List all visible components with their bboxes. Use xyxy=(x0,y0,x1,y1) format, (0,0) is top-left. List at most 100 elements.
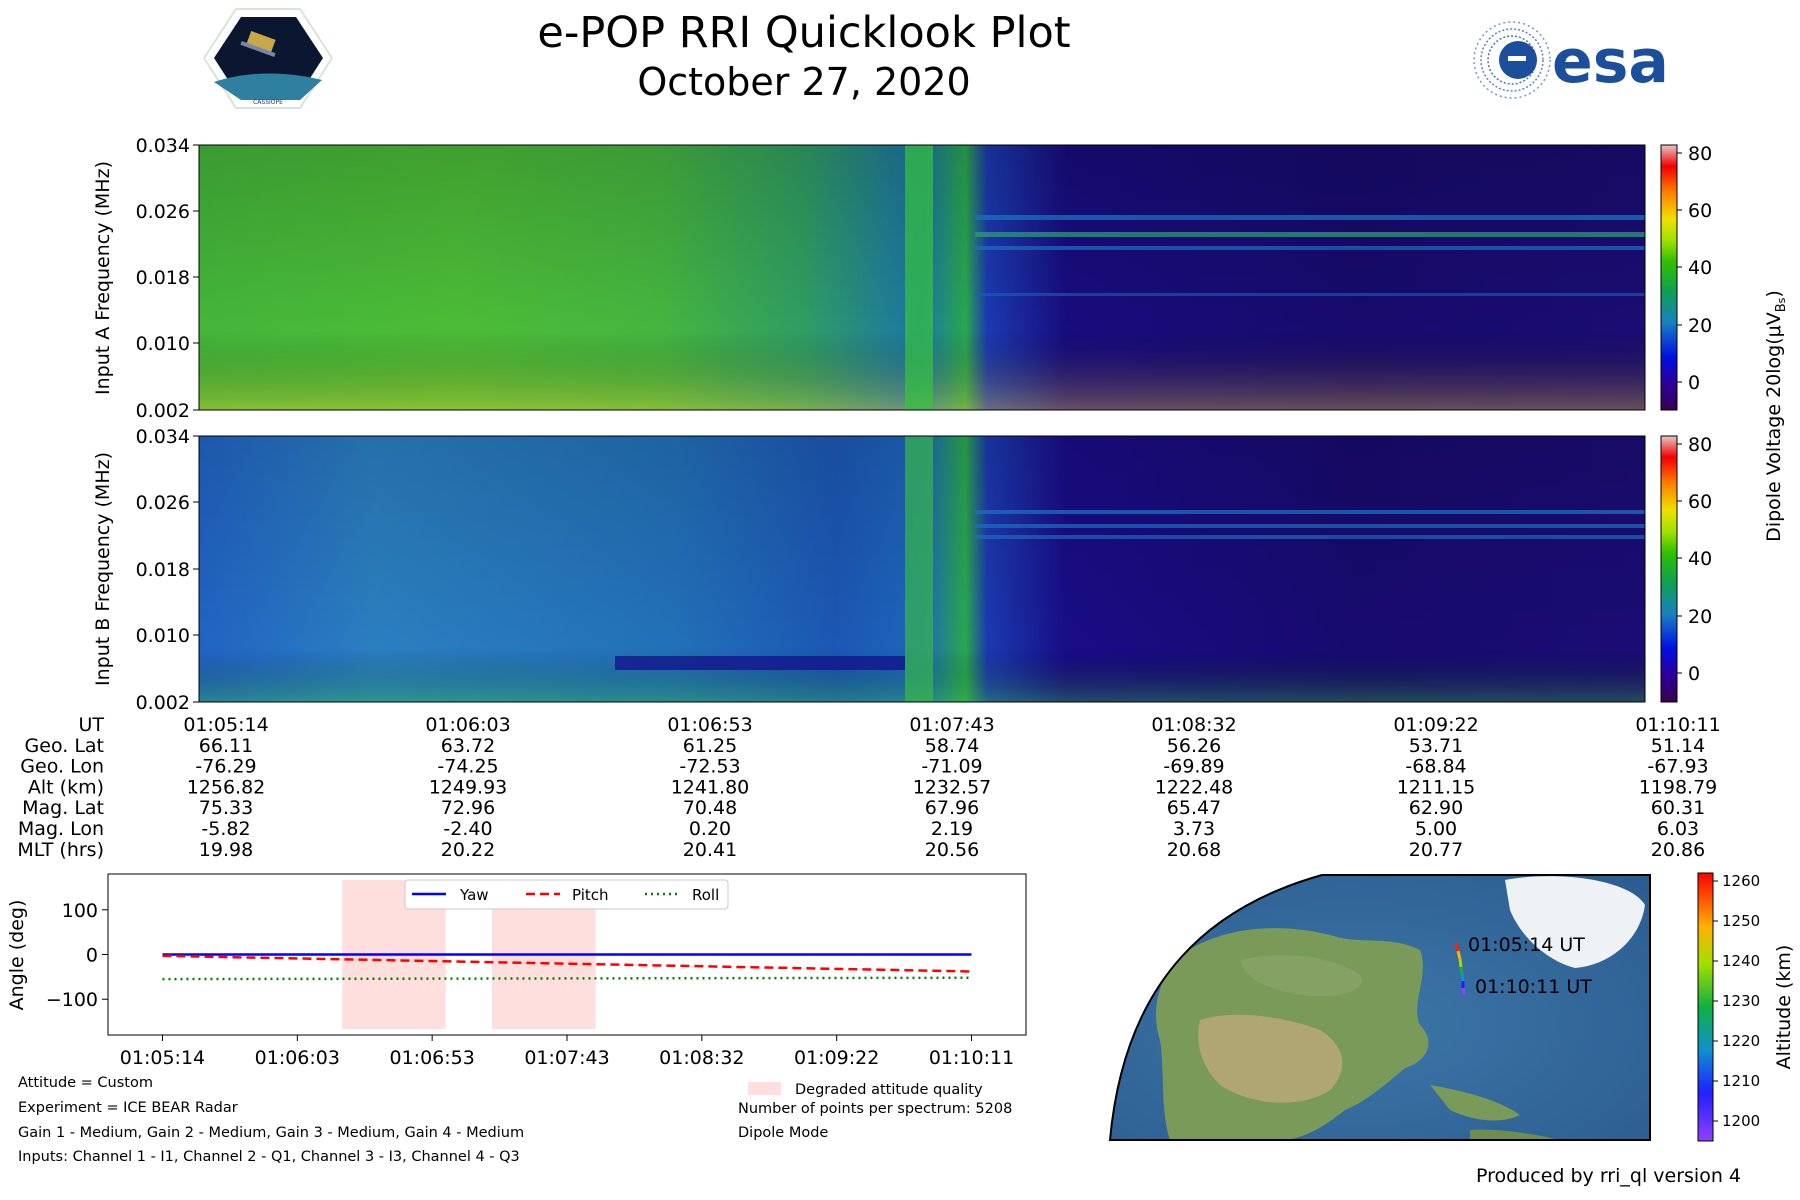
colorbar-b xyxy=(1661,436,1677,702)
attitude-ytick-label: 0 xyxy=(86,945,98,967)
ephemeris-cell: 61.25 xyxy=(683,735,737,757)
ephemeris-cell: 20.22 xyxy=(441,839,495,861)
colorbar-spectrogram-label: Dipole Voltage 20log(μVBs) xyxy=(1763,290,1789,542)
ephemeris-cell: -69.89 xyxy=(1163,756,1224,778)
ephemeris-cell: 66.11 xyxy=(199,735,253,757)
track-segment xyxy=(1460,959,1461,967)
spectrogram-b xyxy=(199,436,1645,702)
spectrogram-a-line xyxy=(975,215,1645,220)
ephemeris-cell: 60.31 xyxy=(1651,797,1705,819)
degraded-legend-label: Degraded attitude quality xyxy=(795,1082,983,1098)
ephemeris-cell: 01:05:14 xyxy=(183,714,268,736)
ytick-b: 0.034 xyxy=(136,426,190,448)
ephemeris-cell: 72.96 xyxy=(441,797,495,819)
ylabel-a: Input A Frequency (MHz) xyxy=(92,161,114,395)
ytick-a: 0.010 xyxy=(136,333,190,355)
colorbar-tick: 40 xyxy=(1688,548,1712,570)
colorbar-tick: 60 xyxy=(1688,491,1712,513)
altitude-tick-label: 1200 xyxy=(1722,1112,1760,1130)
track-segment xyxy=(1456,943,1458,951)
attitude-xtick-label: 01:06:03 xyxy=(255,1047,340,1069)
ephemeris-cell: 1256.82 xyxy=(187,776,266,798)
attitude-xtick-label: 01:05:14 xyxy=(120,1047,205,1069)
ephemeris-cell: 6.03 xyxy=(1657,818,1699,840)
ephemeris-cell: 62.90 xyxy=(1409,797,1463,819)
ephemeris-cell: -5.82 xyxy=(201,818,250,840)
altitude-colorbar-bar xyxy=(1698,873,1713,1141)
spectrogram-ticks xyxy=(193,145,199,702)
spectrogram-a-line xyxy=(975,232,1645,237)
ephemeris-cell: 51.14 xyxy=(1651,735,1705,757)
ephemeris-cell: 2.19 xyxy=(931,818,973,840)
ephemeris-cell: -74.25 xyxy=(437,756,498,778)
legend-roll-label: Roll xyxy=(692,886,719,904)
altitude-tick-label: 1210 xyxy=(1722,1072,1760,1090)
altitude-colorbar: 1260 1250 1240 1230 1220 1210 1200 Altitude (k… xyxy=(1698,872,1795,1141)
ephemeris-row-label: Geo. Lon xyxy=(20,756,104,778)
altitude-tick-label: 1220 xyxy=(1722,1032,1760,1050)
ephemeris-row-label: Geo. Lat xyxy=(25,735,104,757)
ephemeris-row-label: UT xyxy=(78,714,104,736)
spectrogram-a xyxy=(199,145,1645,410)
ephemeris-cell: -71.09 xyxy=(921,756,982,778)
ephemeris-cell: 1249.93 xyxy=(429,776,508,798)
attitude-ytick-label: 100 xyxy=(62,900,98,922)
ytick-a: 0.002 xyxy=(136,400,190,422)
figure-canvas: 0.034 0.026 0.018 0.010 0.002 0.034 0.02… xyxy=(0,0,1800,1200)
spectrogram-a-band xyxy=(905,145,933,410)
altitude-tick-label: 1230 xyxy=(1722,992,1760,1010)
ephemeris-cell: 3.73 xyxy=(1173,818,1215,840)
spectrogram-b-line xyxy=(975,524,1645,528)
colorbar-tick: 80 xyxy=(1688,434,1712,456)
ephemeris-cell: 1211.15 xyxy=(1397,776,1476,798)
ephemeris-row-label: Mag. Lat xyxy=(22,797,104,819)
attitude-xtick-label: 01:06:53 xyxy=(389,1047,474,1069)
spectrogram-colorbar: 80 60 40 20 0 80 60 40 20 0 Dipole Volta… xyxy=(1661,143,1789,702)
colorbar-tick: 0 xyxy=(1688,372,1700,394)
ephemeris-cell: -68.84 xyxy=(1405,756,1466,778)
spectrogram-b-band xyxy=(615,656,905,670)
esa-logo: esa xyxy=(1474,22,1669,98)
ytick-a: 0.026 xyxy=(136,201,190,223)
ytick-b: 0.026 xyxy=(136,492,190,514)
ephemeris-row-label: Mag. Lon xyxy=(18,818,104,840)
ephemeris-cell: 20.77 xyxy=(1409,839,1463,861)
ephemeris-cell: -67.93 xyxy=(1647,756,1708,778)
ephemeris-row-label: Alt (km) xyxy=(28,776,104,798)
ephemeris-cell: 65.47 xyxy=(1167,797,1221,819)
attitude-legend[interactable]: Yaw Pitch Roll xyxy=(405,880,728,909)
attitude-xticks: 01:05:14 01:06:03 01:06:53 01:07:43 01:08:32… xyxy=(120,1035,1014,1069)
spectrogram-b-band xyxy=(905,436,933,702)
ytick-b: 0.002 xyxy=(136,692,190,714)
footnote-experiment: Experiment = ICE BEAR Radar xyxy=(18,1100,238,1116)
ephemeris-cell: -2.40 xyxy=(443,818,492,840)
attitude-xtick-label: 01:07:43 xyxy=(524,1047,609,1069)
footnote-mode: Dipole Mode xyxy=(738,1125,828,1141)
ytick-a: 0.034 xyxy=(136,135,190,157)
ephemeris-cell: 20.68 xyxy=(1167,839,1221,861)
ephemeris-cell: 01:10:11 xyxy=(1635,714,1720,736)
altitude-tick-label: 1260 xyxy=(1722,872,1760,890)
ephemeris-cell: 56.26 xyxy=(1167,735,1221,757)
legend-pitch-label: Pitch xyxy=(572,886,609,904)
ytick-b: 0.010 xyxy=(136,625,190,647)
ephemeris-cell: 20.41 xyxy=(683,839,737,861)
spectrogram-b-line xyxy=(975,535,1645,539)
colorbar-a xyxy=(1661,145,1677,410)
altitude-colorbar-label: Altitude (km) xyxy=(1773,945,1795,1070)
ephemeris-cell: 53.71 xyxy=(1409,735,1463,757)
attitude-xtick-label: 01:09:22 xyxy=(794,1047,879,1069)
ephemeris-cell: 70.48 xyxy=(683,797,737,819)
ephemeris-cell: 20.86 xyxy=(1651,839,1705,861)
track-end-label: 01:10:11 UT xyxy=(1475,976,1592,998)
cassiope-logo-text: CASSIOPE xyxy=(253,99,283,106)
ephemeris-cell: 5.00 xyxy=(1415,818,1457,840)
spectrogram-a-yticks: 0.034 0.026 0.018 0.010 0.002 xyxy=(136,135,190,422)
attitude-ylabel: Angle (deg) xyxy=(6,900,28,1011)
ephemeris-cell: 20.56 xyxy=(925,839,979,861)
colorbar-tick: 20 xyxy=(1688,315,1712,337)
ephemeris-cell: 1241.80 xyxy=(671,776,750,798)
ephemeris-cell: 01:06:03 xyxy=(425,714,510,736)
ephemeris-cell: 01:08:32 xyxy=(1151,714,1236,736)
